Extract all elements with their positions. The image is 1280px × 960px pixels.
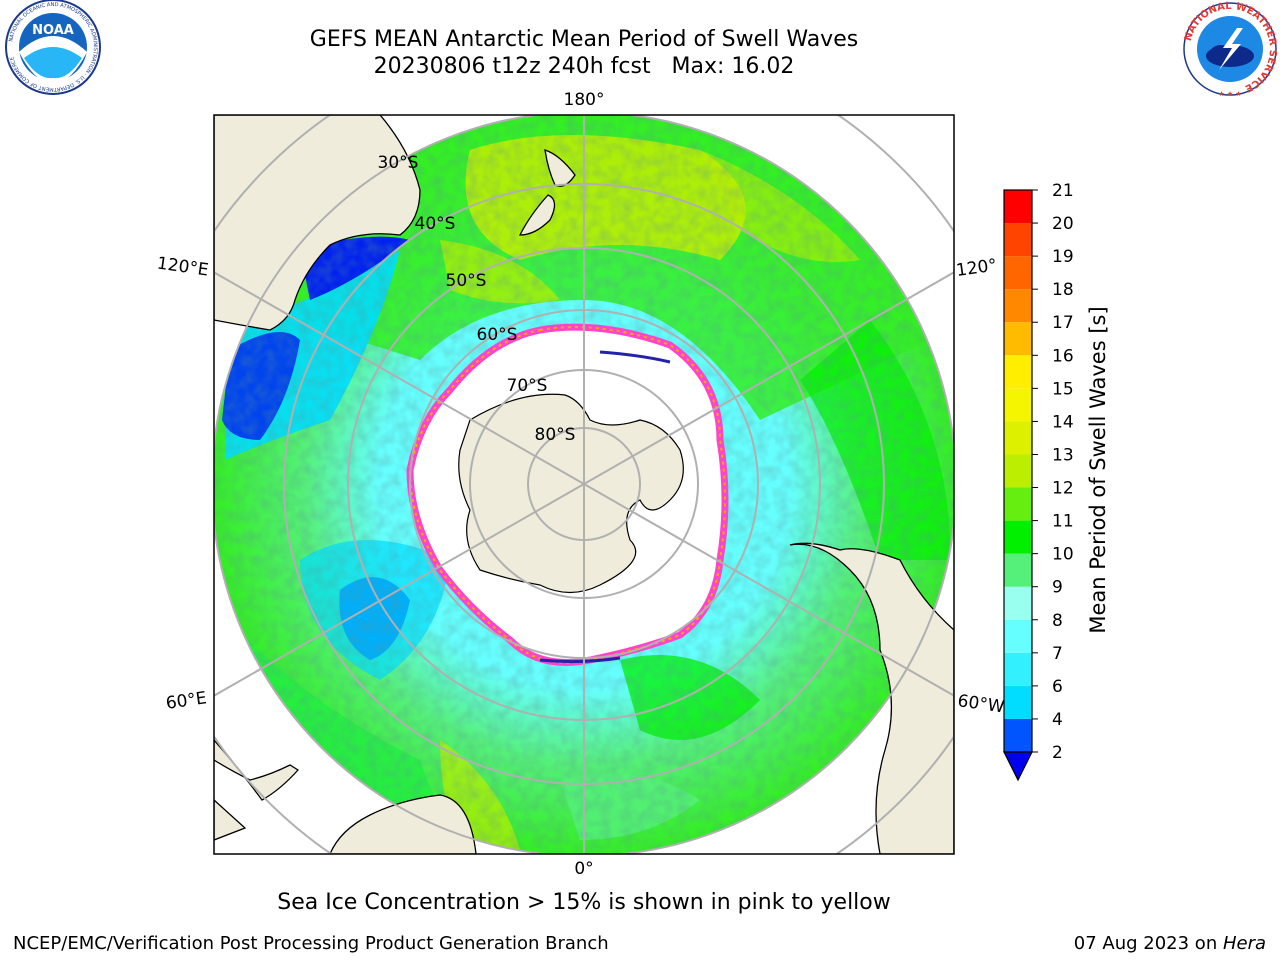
colorbar-tick-label: 17 [1052, 313, 1074, 333]
colorbar-bin [1004, 256, 1032, 290]
colorbar-bin [1004, 223, 1032, 257]
colorbar-tick-label: 12 [1052, 479, 1074, 499]
colorbar-tick-label: 4 [1052, 710, 1063, 730]
footer-date: 07 Aug 2023 on Hera [1073, 933, 1266, 954]
colorbar-outline [1003, 189, 1033, 753]
colorbar-tick-label: 13 [1052, 445, 1074, 465]
colorbar-bin [1004, 553, 1032, 587]
lon-label-180: 180° [564, 90, 605, 110]
colorbar-bin [1004, 652, 1032, 686]
lat-label-40s: 40°S [415, 214, 456, 234]
colorbar-bin [1004, 454, 1032, 488]
colorbar-under-arrow [1003, 751, 1033, 782]
colorbar-tick-label: 14 [1052, 412, 1074, 432]
colorbar-bin [1004, 322, 1032, 356]
colorbar-tick-label: 9 [1052, 578, 1063, 598]
footer-host: Hera [1222, 933, 1266, 954]
map-title: GEFS MEAN Antarctic Mean Period of Swell… [309, 27, 859, 52]
colorbar-tick-label: 15 [1052, 379, 1074, 399]
colorbar-tick-label: 11 [1052, 512, 1074, 532]
lat-label-50s: 50°S [446, 271, 487, 291]
colorbar-bin [1004, 355, 1032, 389]
lon-label-0: 0° [574, 859, 593, 879]
colorbar-tick-label: 20 [1052, 214, 1074, 234]
colorbar-tick-label: 18 [1052, 280, 1074, 300]
map-frame [213, 114, 955, 855]
lon-label-60e: 60°E [165, 688, 208, 713]
sea-ice-note: Sea Ice Concentration > 15% is shown in … [277, 890, 891, 915]
lon-label-120e: 120°E [156, 254, 210, 281]
noaa-wordmark: NOAA [32, 23, 74, 38]
colorbar-tick-label: 21 [1052, 181, 1074, 201]
colorbar-bin [1004, 421, 1032, 455]
colorbar-bin [1004, 619, 1032, 653]
lat-label-70s: 70°S [507, 376, 548, 396]
footer-credit: NCEP/EMC/Verification Post Processing Pr… [13, 933, 609, 954]
noaa-logo: NOAA NATIONAL OCEANIC AND ATMOSPHERIC AD… [5, 0, 101, 95]
colorbar-bin [1004, 718, 1032, 752]
nws-logo: NATIONAL WEATHER SERVICE ★ ★ ★ [1183, 1, 1278, 98]
lat-label-30s: 30°S [378, 153, 419, 173]
colorbar-bin [1004, 685, 1032, 719]
colorbar: 2 4 6 7 8 9 10 11 12 13 14 15 16 17 18 19 20 21 [1003, 181, 1074, 782]
colorbar-bin [1004, 487, 1032, 521]
colorbar-bin [1004, 190, 1032, 224]
colorbar-bin [1004, 388, 1032, 422]
colorbar-tick-label: 6 [1052, 677, 1063, 697]
map-subtitle: 20230806 t12z 240h fcst Max: 16.02 [373, 54, 795, 79]
colorbar-tick-label: 19 [1052, 247, 1074, 267]
colorbar-label: Mean Period of Swell Waves [s] [1086, 306, 1110, 634]
colorbar-tick-label: 2 [1052, 743, 1063, 763]
colorbar-tick-label: 8 [1052, 611, 1063, 631]
colorbar-bin [1004, 289, 1032, 323]
lat-label-60s: 60°S [477, 325, 518, 345]
svg-text:★ ★ ★: ★ ★ ★ [1218, 90, 1241, 98]
colorbar-tick-label: 16 [1052, 346, 1074, 366]
colorbar-tick-label: 10 [1052, 545, 1074, 565]
colorbar-bin [1004, 520, 1032, 554]
colorbar-tick-label: 7 [1052, 644, 1063, 664]
lat-label-80s: 80°S [535, 425, 576, 445]
colorbar-bin [1004, 586, 1032, 620]
